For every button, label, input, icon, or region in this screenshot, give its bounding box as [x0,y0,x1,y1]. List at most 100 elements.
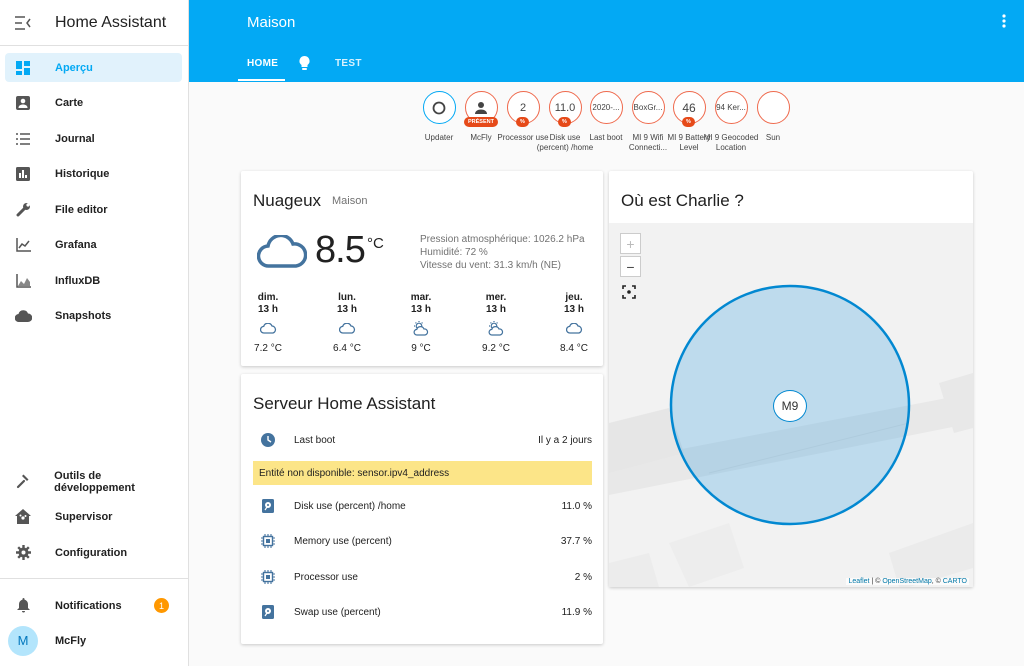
map-attribution: Leaflet | © OpenStreetMap, © CARTO [846,578,969,585]
badge-wifi[interactable]: BoxGr... [630,91,666,124]
badge-updater[interactable] [421,91,457,124]
server-card: Serveur Home Assistant Last boot Il y a … [241,374,603,644]
sidebar-item-label: Journal [55,132,95,145]
weather-card[interactable]: Nuageux Maison 8.5 °C Pression atmosphér… [241,171,603,366]
partly-cloudy-icon [476,318,516,338]
dashboard-icon [5,60,41,75]
weather-wind: Vitesse du vent: 31.3 km/h (NE) [420,260,561,271]
clock-icon [253,433,283,447]
sidebar-item-label: Grafana [55,238,97,251]
badge-sun[interactable] [755,91,791,124]
badge-label: Processor use [497,133,549,142]
menu-collapse-icon[interactable] [0,15,46,30]
hammer-icon [5,474,40,489]
badge-label: McFly [470,133,492,142]
sidebar-item-user[interactable]: M McFly [5,625,182,656]
sidebar-item-journal[interactable]: Journal [5,124,182,153]
map-view[interactable]: M9 + − Leaflet | © OpenStreetMap, © CART… [609,223,973,587]
lightbulb-icon[interactable] [299,56,310,73]
sidebar-item-influxdb[interactable]: InfluxDB [5,266,182,295]
badge-chip: % [682,117,695,127]
weather-humidity: Humidité: 72 % [420,247,488,258]
harddisk-icon [253,499,283,513]
sidebar-item-label: McFly [55,634,87,647]
sidebar-divider [0,578,188,579]
sidebar-item-label: Aperçu [55,61,93,74]
sidebar-item-label: Supervisor [55,510,113,523]
circle-outline-icon [422,91,456,124]
notification-count-badge: 1 [154,598,169,613]
sidebar: Home Assistant Aperçu Carte Journal Hist… [0,0,189,666]
zoom-in-button[interactable]: + [620,233,641,254]
weather-location: Maison [332,195,368,207]
sidebar-item-label: File editor [55,203,108,216]
sidebar-item-file-editor[interactable]: File editor [5,195,182,224]
sidebar-item-notifications[interactable]: Notifications 1 [5,591,182,620]
list-icon [5,132,41,145]
sidebar-item-supervisor[interactable]: Supervisor [5,502,182,531]
sidebar-item-label: Outils de développement [54,469,135,494]
sidebar-item-historique[interactable]: Historique [5,159,182,188]
sidebar-item-grafana[interactable]: Grafana [5,230,182,259]
weather-unit: °C [367,235,384,252]
badge-label: MI 9 Geocoded Location [703,133,759,152]
badge-label: Disk use (percent) /home [536,133,594,152]
app-title: Home Assistant [55,13,167,31]
cloud-icon [5,309,41,322]
warning-banner: Entité non disponible: sensor.ipv4_addre… [253,461,592,485]
active-tab-indicator [238,79,285,81]
forecast-day: mar. 13 h 9 °C [401,292,441,354]
cloudy-icon [554,318,594,338]
top-app-bar: Maison HOME TEST [189,0,1024,82]
fit-bounds-icon[interactable] [622,285,636,304]
badge-label: MI 9 Battery Level [667,133,711,152]
sidebar-item-label: Notifications [55,599,122,612]
badge-value: BoxGr... [631,91,665,124]
chart-bar-icon [5,166,41,181]
sidebar-item-label: Configuration [55,546,128,559]
cloudy-icon [248,318,288,338]
sidebar-item-developer-tools[interactable]: Outils de développement [5,467,182,496]
badge-chip: % [558,117,571,127]
entity-row-last-boot[interactable]: Last boot Il y a 2 jours [253,430,592,450]
weather-temperature: 8.5 [315,229,366,271]
map-tiles [609,373,973,587]
badge-label: Sun [765,133,781,142]
carto-link[interactable]: CARTO [942,578,967,585]
leaflet-link[interactable]: Leaflet [848,578,870,585]
tab-home[interactable]: HOME [247,58,279,69]
entity-row-memory-use[interactable]: Memory use (percent) 37.7 % [253,531,592,551]
tab-test[interactable]: TEST [335,58,362,69]
forecast-day: lun. 13 h 6.4 °C [327,292,367,354]
cloudy-icon [256,233,308,273]
entity-row-swap-use[interactable]: Swap use (percent) 11.9 % [253,602,592,622]
map-card: Où est Charlie ? M9 + − Leaflet | © Open… [609,171,973,587]
sidebar-item-label: Carte [55,96,84,109]
badge-location[interactable]: 94 Ker... [713,91,749,124]
entity-row-processor-use[interactable]: Processor use 2 % [253,567,592,587]
chart-line-icon [5,237,41,252]
osm-link[interactable]: OpenStreetMap [882,578,932,585]
sidebar-item-carte[interactable]: Carte [5,88,182,117]
sidebar-header: Home Assistant [0,0,188,46]
zoom-out-button[interactable]: − [620,256,641,277]
badge-last-boot[interactable]: 2020-... [588,91,624,124]
bell-icon [5,598,41,613]
partly-cloudy-icon [401,318,441,338]
card-title: Où est Charlie ? [621,191,744,210]
home-assistant-icon [5,509,41,524]
badge-label: MI 9 Wifi Connecti... [628,133,668,152]
forecast-day: jeu. 13 h 8.4 °C [554,292,594,354]
badge-value: 2020-... [589,91,623,124]
sidebar-item-apercu[interactable]: Aperçu [5,53,182,82]
cog-icon [5,545,41,560]
more-vert-icon[interactable] [1002,14,1006,33]
moon-icon [756,91,790,124]
badge-label: Updater [424,133,454,142]
sidebar-item-snapshots[interactable]: Snapshots [5,301,182,330]
chart-area-icon [5,273,41,288]
avatar: M [8,625,38,656]
sidebar-item-configuration[interactable]: Configuration [5,538,182,567]
entity-row-disk-use[interactable]: Disk use (percent) /home 11.0 % [253,496,592,516]
device-marker[interactable]: M9 [773,390,807,422]
